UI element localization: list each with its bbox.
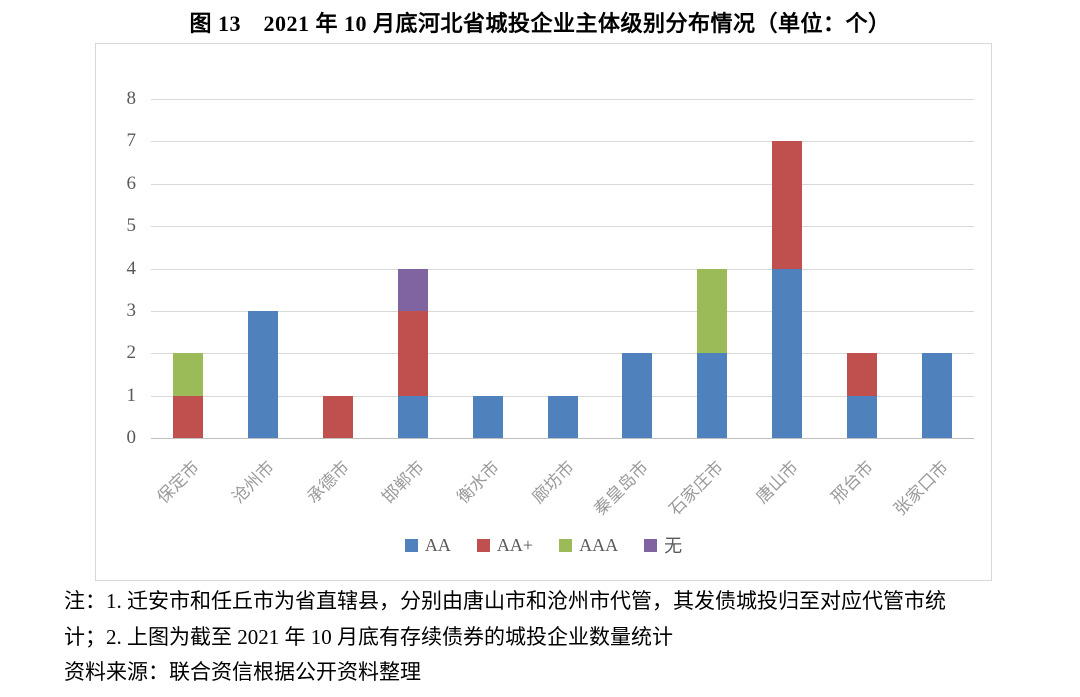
bar-segment-邯郸市-无: [397, 268, 428, 311]
x-axis-label-唐山市: 唐山市: [752, 457, 802, 508]
bar-segment-秦皇岛市-AA: [622, 353, 653, 438]
y-tick-label-4: 4: [126, 257, 137, 279]
bar-segment-邢台市-AA+: [846, 353, 877, 396]
y-tick-label-2: 2: [126, 342, 137, 364]
chart-title: 图 13 2021 年 10 月底河北省城投企业主体级别分布情况（单位：个）: [189, 11, 891, 36]
bar-segment-保定市-AAA: [173, 353, 204, 396]
bar-segment-承德市-AA+: [323, 395, 354, 438]
y-tick-label-8: 8: [126, 88, 137, 109]
x-axis-label-秦皇岛市: 秦皇岛市: [590, 457, 653, 520]
x-axis-label-廊坊市: 廊坊市: [527, 457, 578, 508]
legend-label-AA: AA: [424, 534, 451, 555]
bar-segment-邯郸市-AA: [397, 395, 428, 438]
note-line-1: 注：1. 迁安市和任丘市为省直辖县，分别由唐山市和沧州市代管，其发债城投归至对应…: [64, 589, 946, 613]
x-axis-label-承德市: 承德市: [303, 457, 354, 508]
x-axis-label-邢台市: 邢台市: [827, 457, 877, 508]
x-axis-label-邯郸市: 邯郸市: [378, 457, 428, 508]
y-tick-label-6: 6: [126, 172, 137, 194]
note-line-2: 计；2. 上图为截至 2021 年 10 月底有存续债券的城投企业数量统计: [64, 624, 673, 649]
gridline-2: [151, 353, 974, 355]
bar-segment-唐山市-AA+: [771, 141, 802, 269]
x-axis-label-沧州市: 沧州市: [228, 457, 279, 508]
x-axis-label-保定市: 保定市: [153, 457, 204, 508]
bar-segment-衡水市-AA: [472, 395, 503, 438]
legend-swatch-AAA: [559, 538, 573, 552]
y-tick-label-3: 3: [126, 299, 137, 321]
legend-label-AAA: AAA: [579, 534, 619, 555]
x-axis-label-衡水市: 衡水市: [453, 457, 503, 508]
y-tick-label-0: 0: [126, 427, 137, 448]
legend: AA AA+ AAA 无: [96, 532, 991, 558]
x-axis-label-石家庄市: 石家庄市: [665, 457, 728, 520]
gridline-7: [151, 141, 974, 143]
legend-swatch-无: [644, 538, 658, 552]
gridline-8: [151, 99, 974, 100]
chart-frame: 0 1 2 3 4 5 6 7 8 保定市 沧州市 承德市 邯郸市 衡水市 廊坊市 秦皇岛市 石家庄市 唐山市邢…: [95, 43, 992, 581]
legend-item-AA+: AA+: [476, 534, 534, 556]
y-tick-label-1: 1: [126, 384, 137, 406]
legend-swatch-AA: [404, 538, 418, 552]
legend-item-AA: AA: [404, 534, 451, 556]
bar-segment-石家庄市-AAA: [697, 268, 728, 354]
y-tick-label-7: 7: [126, 130, 137, 152]
plot-area: [151, 99, 974, 439]
bar-segment-保定市-AA+: [173, 395, 204, 438]
y-tick-label-5: 5: [126, 215, 137, 237]
gridline-4: [151, 268, 974, 270]
source-line: 资料来源：联合资信根据公开资料整理: [64, 660, 421, 684]
gridline-6: [151, 183, 974, 185]
bar-segment-张家口市-AA: [921, 353, 952, 438]
legend-label-AA+: AA+: [496, 534, 534, 555]
bar-segment-邢台市-AA: [846, 395, 877, 438]
y-axis-labels: 0 1 2 3 4 5 6 7 8: [96, 88, 142, 448]
legend-item-无: 无: [644, 532, 682, 558]
legend-swatch-AA+: [476, 538, 490, 552]
legend-label-无: 无: [664, 536, 683, 556]
gridline-3: [151, 310, 974, 312]
bar-segment-邯郸市-AA+: [397, 310, 428, 396]
legend-item-AAA: AAA: [559, 535, 618, 556]
bar-segment-唐山市-AA: [771, 268, 802, 438]
x-axis-label-张家口市: 张家口市: [890, 457, 952, 520]
notes: 注：1. 迁安市和任丘市为省直辖县，分别由唐山市和沧州市代管，其发债城投归至对应…: [64, 584, 1044, 691]
x-axis-line: [151, 438, 974, 439]
bar-segment-石家庄市-AA: [697, 353, 728, 438]
gridline-5: [151, 226, 974, 228]
bar-segment-廊坊市-AA: [547, 395, 578, 438]
bar-segment-沧州市-AA: [248, 310, 279, 438]
